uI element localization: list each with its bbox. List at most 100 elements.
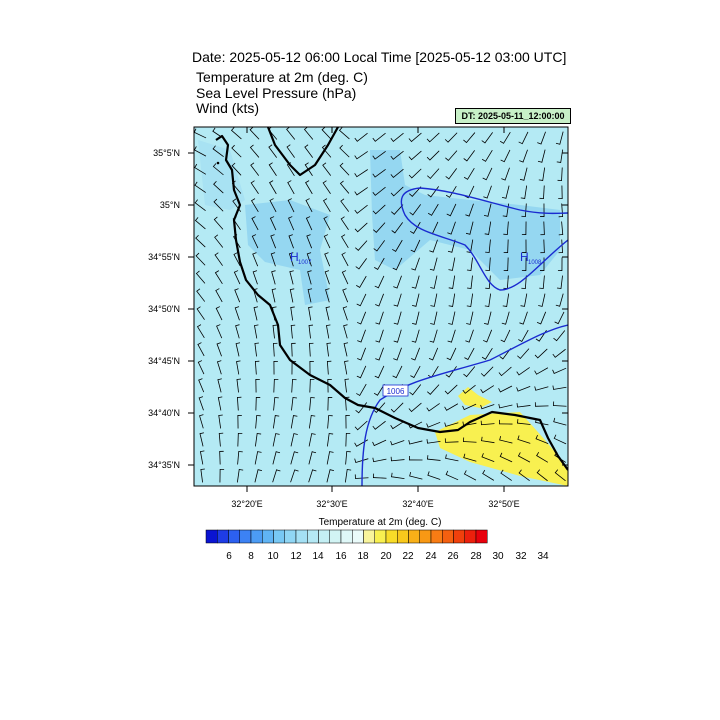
wind-barb xyxy=(291,397,298,411)
wind-barb xyxy=(200,468,205,483)
wind-barb xyxy=(517,419,531,425)
wind-barb xyxy=(196,324,205,339)
wind-barb xyxy=(194,217,206,230)
wind-barb xyxy=(272,433,280,447)
wind-barb xyxy=(537,131,546,145)
colorbar-label: 26 xyxy=(447,551,459,562)
lon-label: 32°40'E xyxy=(402,499,433,509)
colorbar-swatch xyxy=(340,529,353,544)
wind-barb xyxy=(324,252,331,267)
wind-barb xyxy=(430,293,438,307)
wind-barb xyxy=(271,288,277,303)
colorbar-swatch xyxy=(408,529,420,544)
wind-barb xyxy=(288,252,294,267)
warm-region xyxy=(435,412,568,486)
wind-barb xyxy=(251,234,259,249)
field-label-temperature: Temperature at 2m (deg. C) xyxy=(196,69,368,85)
wind-barb xyxy=(430,275,438,289)
wind-barb xyxy=(392,239,403,252)
wind-barb xyxy=(342,288,349,303)
wind-barb xyxy=(411,293,420,307)
wind-barb xyxy=(482,329,493,343)
wind-barb xyxy=(411,311,420,325)
wind-barb xyxy=(307,288,313,303)
wind-barb xyxy=(345,432,351,447)
wind-barb xyxy=(464,347,475,361)
wind-barb xyxy=(390,168,404,179)
wind-barb xyxy=(408,440,423,445)
wind-barb xyxy=(306,234,313,249)
wind-barb xyxy=(194,163,207,175)
wind-barb xyxy=(249,144,260,158)
wind-barb xyxy=(481,453,495,462)
wind-barb xyxy=(558,239,563,254)
wind-barb xyxy=(556,149,564,163)
wind-barb xyxy=(516,367,530,376)
wind-barb xyxy=(392,257,403,271)
wind-barb xyxy=(290,415,298,429)
wind-barb xyxy=(290,451,299,465)
colorbar-swatch xyxy=(453,529,465,544)
wind-barb xyxy=(499,452,513,463)
wind-barb xyxy=(374,275,385,289)
wind-barb xyxy=(375,347,384,361)
wind-barb xyxy=(409,384,422,396)
wind-barb xyxy=(462,437,477,443)
colorbar-swatch xyxy=(228,529,240,544)
wind-barb xyxy=(444,438,459,443)
wind-barb xyxy=(445,454,459,462)
wind-barb xyxy=(321,144,332,158)
wind-barb xyxy=(326,342,331,357)
cool-patch xyxy=(370,150,560,280)
wind-barb xyxy=(290,306,295,321)
wind-barb xyxy=(500,469,512,481)
wind-barb xyxy=(466,257,473,271)
wind-barb xyxy=(411,329,420,343)
wind-barb xyxy=(305,180,313,195)
wind-barb xyxy=(552,348,566,358)
wind-barb xyxy=(308,306,313,321)
wind-barb xyxy=(426,403,440,412)
wind-barb xyxy=(194,146,207,157)
wind-barb xyxy=(344,469,352,483)
wind-barb xyxy=(536,311,547,325)
wind-barb xyxy=(372,151,386,160)
colorbar-swatch xyxy=(374,529,387,544)
wind-barb xyxy=(194,181,206,193)
wind-barb xyxy=(218,414,223,429)
wind-barb xyxy=(375,329,384,343)
wind-barb xyxy=(518,329,529,343)
wind-barb xyxy=(343,324,348,339)
wind-barb xyxy=(232,198,242,212)
wind-barb xyxy=(326,451,334,465)
wind-barb xyxy=(308,433,316,447)
wind-barb xyxy=(219,450,224,465)
wind-barb xyxy=(308,469,317,483)
colorbar-swatch xyxy=(295,529,308,544)
wind-barb xyxy=(373,222,386,233)
lat-label: 34°45'N xyxy=(148,356,180,366)
wind-barb xyxy=(252,270,258,285)
wind-barb xyxy=(197,360,205,375)
wind-barb xyxy=(485,257,491,272)
colorbar-swatch xyxy=(273,529,285,544)
wind-barb xyxy=(308,451,317,465)
wind-barb xyxy=(519,311,528,325)
lon-label: 32°20'E xyxy=(231,499,262,509)
wind-barb xyxy=(215,306,223,321)
wind-barb xyxy=(253,306,259,321)
wind-barb xyxy=(373,240,385,252)
wind-barb xyxy=(427,455,441,461)
colorbar-label: 10 xyxy=(267,551,279,562)
lon-label: 32°30'E xyxy=(316,499,347,509)
wind-barb xyxy=(448,257,456,271)
wind-barb xyxy=(462,384,476,394)
colorbar-label: 12 xyxy=(290,551,302,562)
wind-barb xyxy=(237,414,242,429)
wind-barb xyxy=(427,384,440,395)
wind-barb xyxy=(326,469,335,483)
colorbar-title: Temperature at 2m (deg. C) xyxy=(318,517,442,528)
wind-barb xyxy=(498,385,513,393)
colorbar-label: 18 xyxy=(357,551,369,562)
